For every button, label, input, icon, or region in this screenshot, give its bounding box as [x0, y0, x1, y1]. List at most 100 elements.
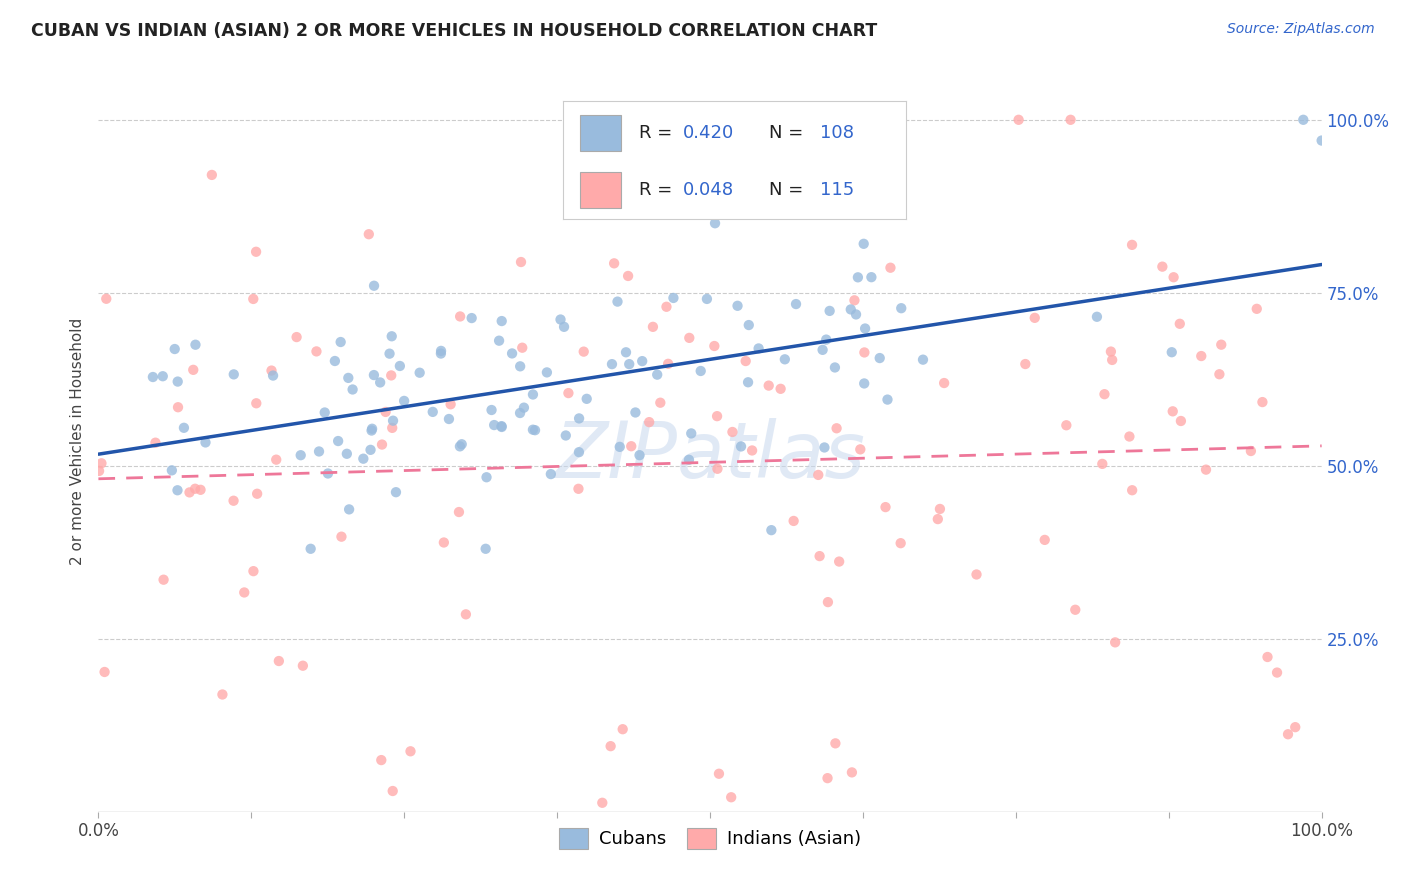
Y-axis label: 2 or more Vehicles in Household: 2 or more Vehicles in Household [70, 318, 86, 566]
Point [730, 440, 752, 454]
Point [818, 304, 841, 318]
Point [638, 415, 661, 429]
Point [620, 439, 643, 453]
Point [1168, 317, 1191, 331]
Point [245, 244, 267, 259]
Point [721, 425, 744, 439]
Point [734, 354, 756, 368]
Point [536, 365, 558, 379]
Point [890, 536, 912, 550]
Point [305, 344, 328, 359]
Point [440, 397, 463, 411]
Point [650, 395, 672, 409]
Point [631, 354, 654, 368]
Point [378, 346, 401, 360]
Point [447, 505, 470, 519]
Point [758, 378, 780, 392]
Point [1101, 353, 1123, 368]
Point [184, 337, 207, 351]
Point [363, 278, 385, 293]
Point [1094, 387, 1116, 401]
Point [825, 421, 848, 435]
Point [704, 216, 727, 230]
Point [853, 321, 876, 335]
Point [811, 343, 834, 357]
Point [509, 406, 531, 420]
Point [522, 387, 544, 401]
Point [738, 318, 761, 332]
Point [619, 357, 641, 371]
Point [145, 435, 167, 450]
Point [557, 386, 579, 401]
Point [1246, 301, 1268, 316]
Point [363, 368, 385, 382]
Point [1007, 112, 1029, 127]
Point [152, 573, 174, 587]
Point [371, 437, 394, 451]
Point [839, 302, 862, 317]
Point [603, 256, 626, 270]
Point [246, 487, 269, 501]
Point [460, 311, 482, 326]
Point [1014, 357, 1036, 371]
Point [152, 369, 174, 384]
Point [929, 502, 952, 516]
Point [336, 447, 359, 461]
Point [87, 464, 110, 478]
Point [524, 423, 547, 437]
Point [591, 796, 613, 810]
Point [316, 467, 339, 481]
Point [330, 530, 353, 544]
Point [1208, 368, 1230, 382]
Point [706, 409, 728, 424]
Point [934, 376, 956, 390]
Point [828, 555, 851, 569]
Point [853, 376, 876, 391]
Point [707, 766, 730, 780]
Point [382, 414, 405, 428]
Point [449, 439, 471, 453]
Point [475, 470, 498, 484]
Point [807, 467, 830, 482]
Point [606, 294, 628, 309]
Point [769, 382, 792, 396]
Point [817, 595, 839, 609]
Point [1265, 665, 1288, 680]
Point [846, 270, 869, 285]
Point [160, 463, 183, 477]
Text: Source: ZipAtlas.com: Source: ZipAtlas.com [1227, 22, 1375, 37]
Point [813, 441, 835, 455]
Point [437, 412, 460, 426]
Point [841, 765, 863, 780]
Point [1189, 349, 1212, 363]
Point [911, 352, 934, 367]
Point [360, 442, 382, 457]
Point [267, 654, 290, 668]
Point [568, 411, 591, 425]
Point [817, 771, 839, 785]
Point [166, 375, 188, 389]
Point [741, 443, 763, 458]
Point [179, 485, 201, 500]
Point [641, 319, 664, 334]
Point [90, 456, 112, 470]
Point [678, 452, 700, 467]
Point [696, 292, 718, 306]
Point [869, 351, 891, 365]
Point [1160, 345, 1182, 359]
Point [1059, 112, 1081, 127]
Point [1211, 337, 1233, 351]
Point [1251, 395, 1274, 409]
Point [808, 549, 831, 563]
Point [167, 401, 190, 415]
Point [678, 331, 700, 345]
Point [1118, 429, 1140, 443]
Point [454, 607, 477, 622]
Point [222, 493, 245, 508]
Text: ZIPatlas: ZIPatlas [554, 418, 866, 494]
Point [1024, 310, 1046, 325]
Point [430, 346, 453, 360]
Point [860, 270, 883, 285]
Point [782, 514, 804, 528]
Point [361, 422, 384, 436]
